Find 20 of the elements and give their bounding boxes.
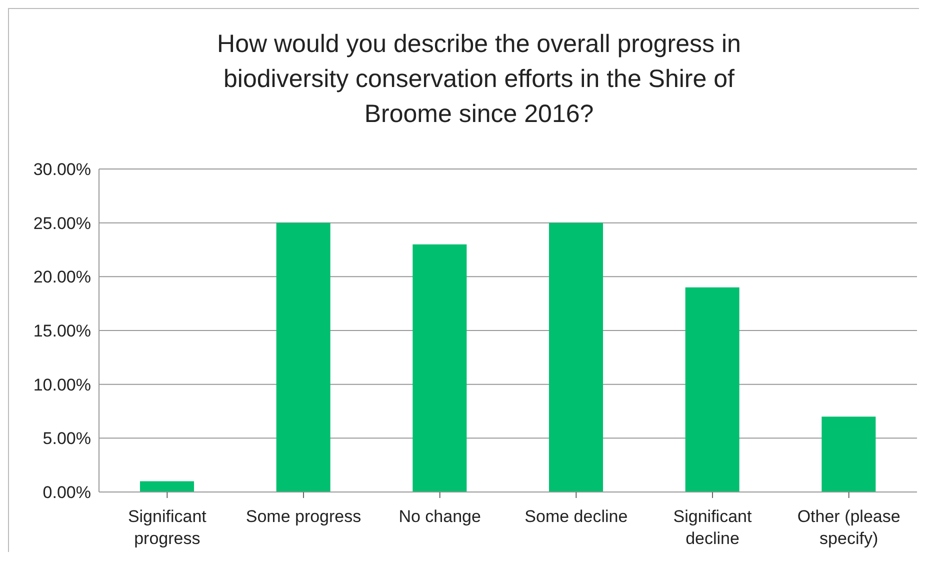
x-tick-label: Significant progress <box>128 507 207 548</box>
bar <box>685 287 740 492</box>
x-tick-label: Some decline <box>524 507 628 526</box>
y-tick-label: 5.00% <box>42 429 91 448</box>
y-tick-label: 30.00% <box>33 160 91 180</box>
bar <box>140 481 194 492</box>
x-tick-label: Significant decline <box>673 507 752 548</box>
bar <box>412 244 467 492</box>
chart-title: How would you describe the overall progress in biodiversity conservation efforts in the Shire of Broome since 2016? <box>216 28 742 130</box>
x-tick-label: Other (please specify) <box>797 507 900 548</box>
bar <box>276 222 330 492</box>
x-tick-label: No change <box>398 507 481 526</box>
x-tick-label: Some progress <box>246 507 362 526</box>
y-tick-label: 20.00% <box>33 268 91 287</box>
y-tick-label: 15.00% <box>33 322 91 341</box>
y-tick-label: 0.00% <box>42 483 91 502</box>
y-tick-label: 10.00% <box>33 375 91 394</box>
y-tick-label: 25.00% <box>33 214 91 233</box>
bar <box>822 416 876 492</box>
bar <box>549 222 603 492</box>
